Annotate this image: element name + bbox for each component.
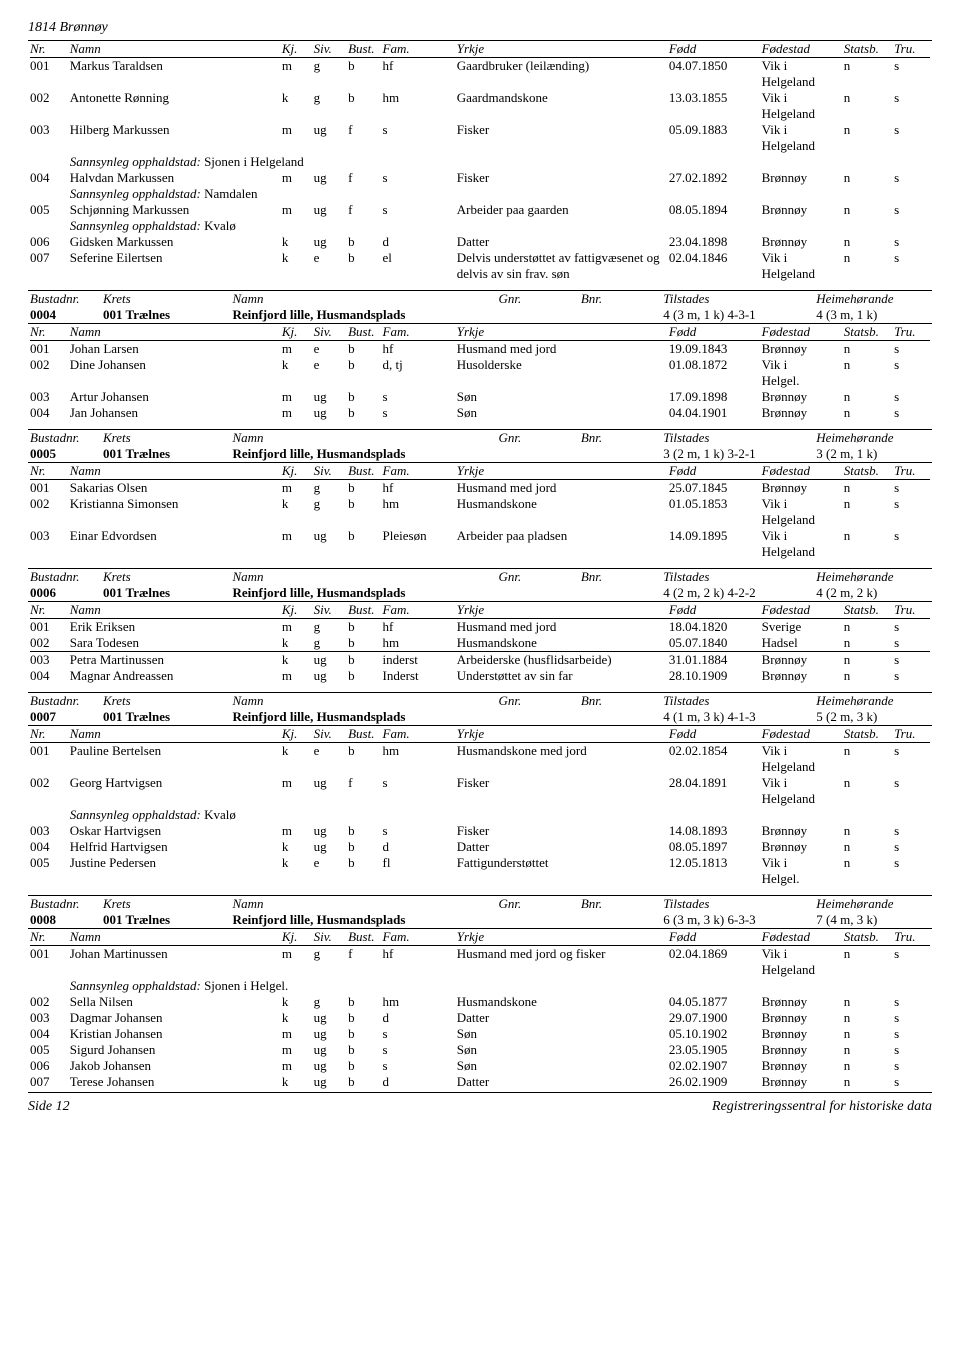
bustad-value-row: 0006001 TrælnesReinfjord lille, Husmands… xyxy=(28,585,932,601)
footer-right: Registreringssentral for historiske data xyxy=(712,1099,932,1115)
person-row: 005Schjønning MarkussenmugfsArbeider paa… xyxy=(28,202,932,218)
people-table: Nr.NamnKj.Siv.Bust.Fam.YrkjeFøddFødestad… xyxy=(28,324,932,421)
sannsynleg-row: Sannsynleg opphaldstad: Namdalen xyxy=(28,186,932,202)
person-row: 003Artur JohansenmugbsSøn17.09.1898Brønn… xyxy=(28,389,932,405)
person-row: 007Seferine EilertsenkebelDelvis underst… xyxy=(28,250,932,282)
footer: Side 12 Registreringssentral for histori… xyxy=(28,1099,932,1115)
person-row: 003Hilberg MarkussenmugfsFisker05.09.188… xyxy=(28,122,932,154)
person-row: 001Sakarias OlsenmgbhfHusmand med jord25… xyxy=(28,480,932,496)
person-row: 007Terese JohansenkugbdDatter26.02.1909B… xyxy=(28,1074,932,1090)
bustad-table: Bustadnr.KretsNamnGnr.Bnr.TilstadesHeime… xyxy=(28,896,932,928)
bustad-value-row: 0007001 TrælnesReinfjord lille, Husmands… xyxy=(28,709,932,725)
bustad-table: Bustadnr.KretsNamnGnr.Bnr.TilstadesHeime… xyxy=(28,569,932,601)
person-row: 005Sigurd JohansenmugbsSøn23.05.1905Brøn… xyxy=(28,1042,932,1058)
person-row: 002Dine Johansenkebd, tjHusolderske01.08… xyxy=(28,357,932,389)
people-table: Nr.NamnKj.Siv.Bust.Fam.YrkjeFøddFødestad… xyxy=(28,929,932,1090)
bustad-header-row: Bustadnr.KretsNamnGnr.Bnr.TilstadesHeime… xyxy=(28,693,932,709)
top-people-table: Nr.NamnKj.Siv.Bust.Fam.YrkjeFøddFødestad… xyxy=(28,41,932,282)
person-row: 005Justine PedersenkebflFattigunderstøtt… xyxy=(28,855,932,887)
person-row: 002Sella NilsenkgbhmHusmandskone04.05.18… xyxy=(28,994,932,1010)
bustad-header-row: Bustadnr.KretsNamnGnr.Bnr.TilstadesHeime… xyxy=(28,569,932,585)
sannsynleg-row: Sannsynleg opphaldstad: Kvalø xyxy=(28,218,932,234)
person-row: 002Kristianna SimonsenkgbhmHusmandskone0… xyxy=(28,496,932,528)
person-row: 004Jan JohansenmugbsSøn04.04.1901Brønnøy… xyxy=(28,405,932,421)
person-row: 003Dagmar JohansenkugbdDatter29.07.1900B… xyxy=(28,1010,932,1026)
person-row: 001Johan LarsenmebhfHusmand med jord19.0… xyxy=(28,341,932,357)
person-header-row: Nr.NamnKj.Siv.Bust.Fam.YrkjeFøddFødestad… xyxy=(28,324,932,340)
person-row: 006Jakob JohansenmugbsSøn02.02.1907Brønn… xyxy=(28,1058,932,1074)
bustad-header-row: Bustadnr.KretsNamnGnr.Bnr.TilstadesHeime… xyxy=(28,896,932,912)
people-table: Nr.NamnKj.Siv.Bust.Fam.YrkjeFøddFødestad… xyxy=(28,463,932,560)
person-header-row: Nr.NamnKj.Siv.Bust.Fam.YrkjeFøddFødestad… xyxy=(28,463,932,479)
bustad-value-row: 0008001 TrælnesReinfjord lille, Husmands… xyxy=(28,912,932,928)
person-row: 004Magnar AndreassenmugbInderstUnderstøt… xyxy=(28,668,932,684)
bustad-table: Bustadnr.KretsNamnGnr.Bnr.TilstadesHeime… xyxy=(28,291,932,323)
bustad-value-row: 0004001 TrælnesReinfjord lille, Husmands… xyxy=(28,307,932,323)
person-header-row: Nr.NamnKj.Siv.Bust.Fam.YrkjeFøddFødestad… xyxy=(28,726,932,742)
person-row: 001Markus TaraldsenmgbhfGaardbruker (lei… xyxy=(28,58,932,90)
bustad-table: Bustadnr.KretsNamnGnr.Bnr.TilstadesHeime… xyxy=(28,430,932,462)
person-row: 004Kristian JohansenmugbsSøn05.10.1902Br… xyxy=(28,1026,932,1042)
person-row: 002Georg HartvigsenmugfsFisker28.04.1891… xyxy=(28,775,932,807)
person-row: 001Johan MartinussenmgfhfHusmand med jor… xyxy=(28,946,932,978)
people-table: Nr.NamnKj.Siv.Bust.Fam.YrkjeFøddFødestad… xyxy=(28,602,932,684)
person-row: 003Petra MartinussenkugbinderstArbeiders… xyxy=(28,652,932,668)
person-header-row: Nr.NamnKj.Siv.Bust.Fam.YrkjeFøddFødestad… xyxy=(28,602,932,618)
bustad-value-row: 0005001 TrælnesReinfjord lille, Husmands… xyxy=(28,446,932,462)
sannsynleg-row: Sannsynleg opphaldstad: Sjonen i Helgel. xyxy=(28,978,932,994)
person-row: 006Gidsken MarkussenkugbdDatter23.04.189… xyxy=(28,234,932,250)
people-table: Nr.NamnKj.Siv.Bust.Fam.YrkjeFøddFødestad… xyxy=(28,726,932,887)
person-row: 001Pauline BertelsenkebhmHusmandskone me… xyxy=(28,743,932,775)
page-header: 1814 Brønnøy xyxy=(28,20,932,36)
person-row: 004Halvdan MarkussenmugfsFisker27.02.189… xyxy=(28,170,932,186)
person-row: 002Sara TodesenkgbhmHusmandskone05.07.18… xyxy=(28,635,932,651)
bottom-rule xyxy=(28,1092,932,1093)
person-row: 004Helfrid HartvigsenkugbdDatter08.05.18… xyxy=(28,839,932,855)
bustad-header-row: Bustadnr.KretsNamnGnr.Bnr.TilstadesHeime… xyxy=(28,430,932,446)
person-row: 003Einar EdvordsenmugbPleiesønArbeider p… xyxy=(28,528,932,560)
person-row: 002Antonette RønningkgbhmGaardmandskone1… xyxy=(28,90,932,122)
footer-left: Side 12 xyxy=(28,1099,70,1115)
person-header-row: Nr.NamnKj.Siv.Bust.Fam.YrkjeFøddFødestad… xyxy=(28,41,932,57)
person-row: 003Oskar HartvigsenmugbsFisker14.08.1893… xyxy=(28,823,932,839)
sannsynleg-row: Sannsynleg opphaldstad: Sjonen i Helgela… xyxy=(28,154,932,170)
bustad-header-row: Bustadnr.KretsNamnGnr.Bnr.TilstadesHeime… xyxy=(28,291,932,307)
person-header-row: Nr.NamnKj.Siv.Bust.Fam.YrkjeFøddFødestad… xyxy=(28,929,932,945)
sannsynleg-row: Sannsynleg opphaldstad: Kvalø xyxy=(28,807,932,823)
bustad-table: Bustadnr.KretsNamnGnr.Bnr.TilstadesHeime… xyxy=(28,693,932,725)
person-row: 001Erik EriksenmgbhfHusmand med jord18.0… xyxy=(28,619,932,635)
